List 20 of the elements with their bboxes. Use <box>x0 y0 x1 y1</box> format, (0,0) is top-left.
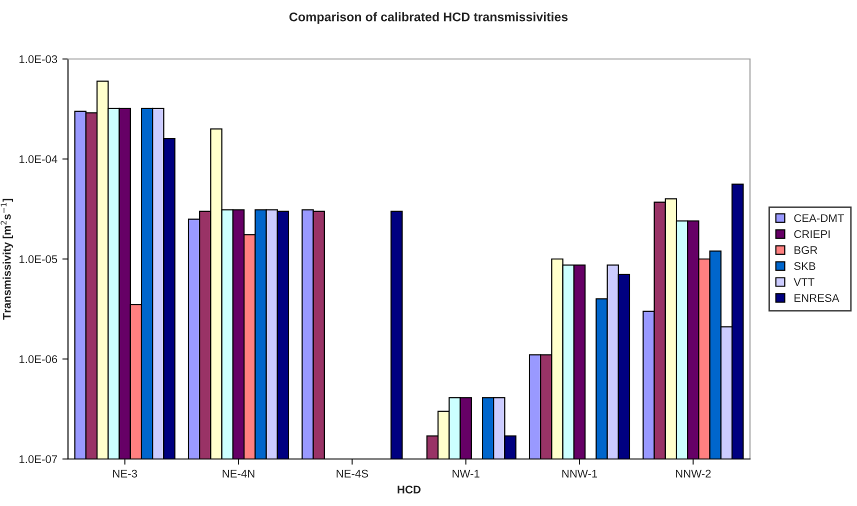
legend-label: BGR <box>794 246 818 254</box>
y-tick-label: 1.0E-04 <box>20 155 58 164</box>
y-tick-label: 1.0E-07 <box>20 455 58 464</box>
y-tick-label: 1.0E-05 <box>20 255 58 264</box>
y-axis-title: Transmissivity [m$^{2}$s$^{−1}$] <box>0 198 13 320</box>
x-axis-title: HCD <box>398 486 421 494</box>
legend-label: CRIEPI <box>794 230 830 238</box>
x-tick-label: NNW-1 <box>562 470 598 478</box>
legend-label: ENRESA <box>794 294 840 302</box>
legend-label: CEA-DMT <box>794 214 844 222</box>
x-tick-label: NE-4S <box>336 470 368 478</box>
legend-label: SKB <box>794 262 816 270</box>
x-tick-label: NW-1 <box>452 470 480 478</box>
y-tick-label: 1.0E-03 <box>20 55 58 64</box>
x-tick-label: NNW-2 <box>676 470 711 478</box>
chart-title: Comparison of calibrated HCD transmissivities <box>289 12 568 24</box>
x-tick-label: NE-4N <box>222 470 254 478</box>
legend-label: VTT <box>794 278 814 286</box>
x-tick-label: NE-3 <box>113 470 137 478</box>
y-tick-label: 1.0E-06 <box>20 355 58 364</box>
